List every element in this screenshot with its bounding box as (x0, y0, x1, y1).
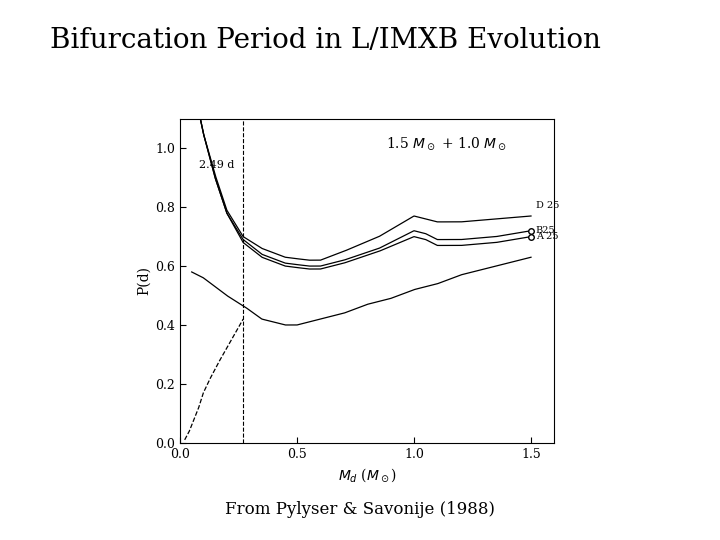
Text: Bifurcation Period in L/IMXB Evolution: Bifurcation Period in L/IMXB Evolution (50, 27, 601, 54)
Text: From Pylyser & Savonije (1988): From Pylyser & Savonije (1988) (225, 502, 495, 518)
X-axis label: $M_d$ ($M_\odot$): $M_d$ ($M_\odot$) (338, 466, 397, 484)
Y-axis label: P(d): P(d) (137, 266, 151, 295)
Text: B25: B25 (536, 226, 555, 235)
Text: D 25: D 25 (536, 201, 559, 210)
Text: 1.5 $\mathit{M}_\odot$ + 1.0 $\mathit{M}_\odot$: 1.5 $\mathit{M}_\odot$ + 1.0 $\mathit{M}… (386, 135, 507, 152)
Text: 2.49 d: 2.49 d (199, 160, 234, 170)
Text: A 25: A 25 (536, 232, 558, 241)
